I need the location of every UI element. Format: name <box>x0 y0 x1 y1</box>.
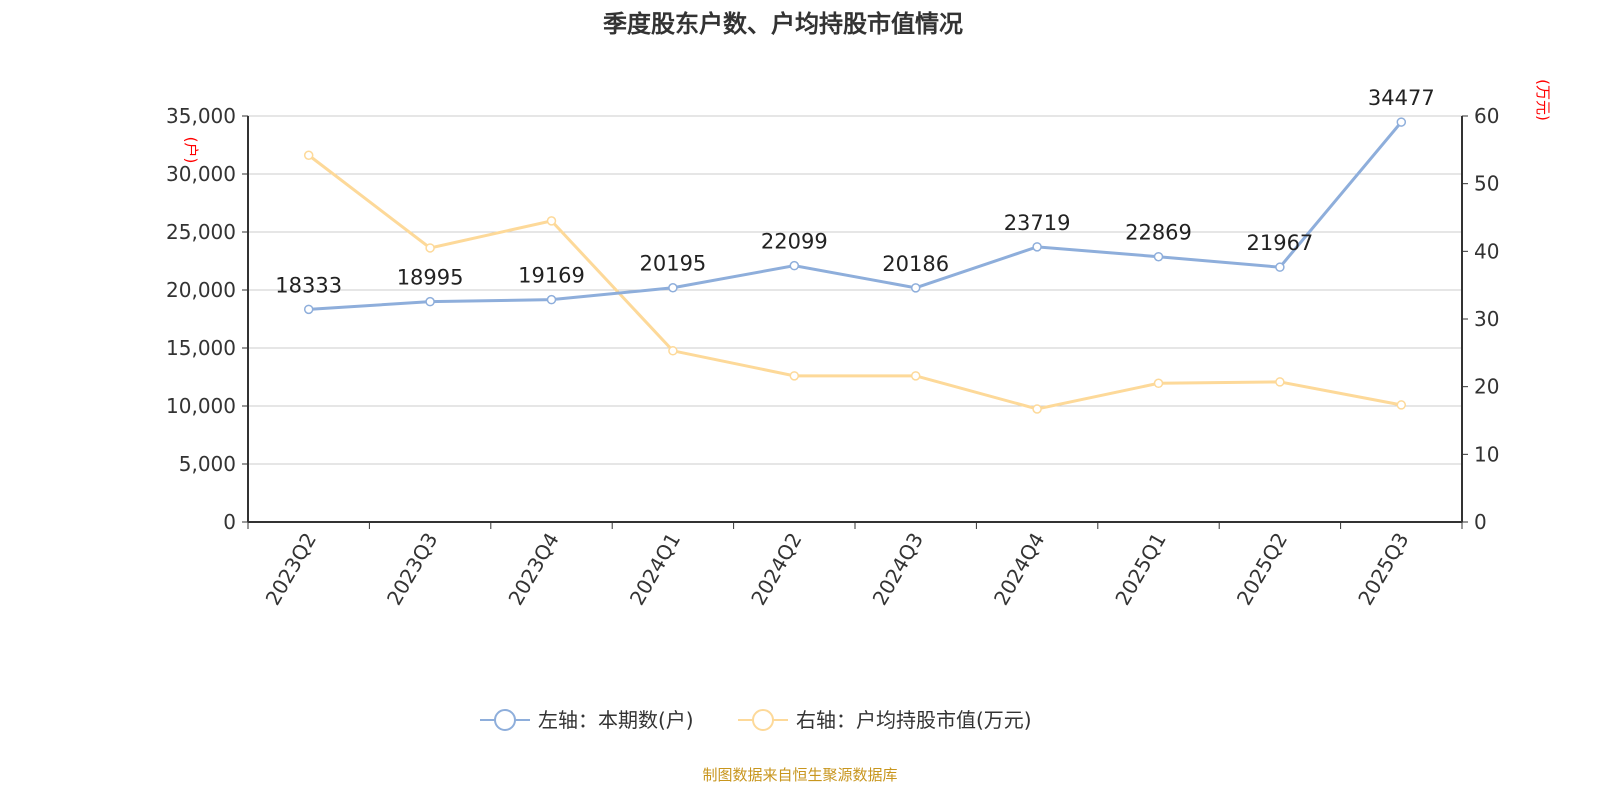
data-point <box>910 371 921 381</box>
x-tick-label: 2025Q1 <box>1110 529 1170 610</box>
data-point <box>789 260 800 271</box>
data-label: 20186 <box>882 252 949 276</box>
data-label: 23719 <box>1004 211 1071 235</box>
x-tick-label: 2024Q4 <box>989 529 1049 610</box>
right-tick-label: 10 <box>1474 442 1499 466</box>
series-line <box>307 154 1402 411</box>
left-tick-label: 15,000 <box>166 336 236 360</box>
data-point <box>546 216 557 226</box>
data-point <box>1153 251 1164 262</box>
legend-label: 左轴：本期数(户) <box>538 708 694 732</box>
data-point <box>1396 400 1407 410</box>
chart-title: 季度股东户数、户均持股市值情况 <box>603 10 963 38</box>
data-label: 18995 <box>397 266 464 290</box>
left-tick-label: 30,000 <box>166 162 236 186</box>
legend-marker <box>752 709 774 731</box>
x-tick-label: 2023Q4 <box>503 529 563 610</box>
legend-label: 右轴：户均持股市值(万元) <box>796 708 1032 732</box>
data-point <box>910 283 921 293</box>
right-tick-label: 60 <box>1474 104 1499 128</box>
data-point <box>303 150 314 160</box>
left-tick-label: 10,000 <box>166 394 236 418</box>
left-tick-label: 35,000 <box>166 104 236 128</box>
source-note: 制图数据来自恒生聚源数据库 <box>702 766 897 784</box>
data-point <box>1153 378 1164 389</box>
data-point <box>425 296 435 307</box>
x-tick-label: 2024Q3 <box>868 529 928 610</box>
data-point <box>789 371 800 381</box>
data-label: 20195 <box>639 252 706 276</box>
data-label: 22869 <box>1125 221 1192 245</box>
left-tick-label: 5,000 <box>179 452 236 476</box>
x-tick-label: 2024Q2 <box>746 529 806 610</box>
data-label: 22099 <box>761 230 828 254</box>
right-axis-label: (万元) <box>1534 79 1552 121</box>
legend-marker <box>494 709 516 731</box>
series-line <box>308 121 1403 311</box>
left-tick-label: 0 <box>223 510 236 534</box>
data-point <box>425 243 435 253</box>
x-tick-label: 2023Q3 <box>382 529 442 610</box>
data-label: 18333 <box>275 273 342 297</box>
left-tick-label: 20,000 <box>166 278 236 302</box>
data-label: 34477 <box>1368 86 1435 110</box>
data-point <box>1396 117 1407 127</box>
left-axis-label: (户) <box>182 137 200 164</box>
right-tick-label: 30 <box>1474 307 1499 331</box>
data-label: 21967 <box>1246 231 1313 255</box>
data-point <box>303 304 314 315</box>
x-tick-label: 2025Q2 <box>1232 529 1292 610</box>
data-point <box>1032 242 1042 252</box>
left-tick-label: 25,000 <box>166 220 236 244</box>
data-label: 19169 <box>518 264 585 288</box>
right-tick-label: 20 <box>1474 375 1499 399</box>
right-tick-label: 50 <box>1474 172 1499 196</box>
data-point <box>1032 404 1042 414</box>
x-tick-label: 2025Q3 <box>1353 529 1413 610</box>
x-tick-label: 2024Q1 <box>625 529 685 610</box>
right-tick-label: 40 <box>1474 239 1499 263</box>
right-tick-label: 0 <box>1474 510 1487 534</box>
data-point <box>668 282 678 293</box>
data-point <box>1275 377 1285 387</box>
data-point <box>668 346 678 356</box>
data-point <box>546 294 557 305</box>
data-point <box>1275 262 1285 272</box>
x-tick-label: 2023Q2 <box>261 529 321 610</box>
